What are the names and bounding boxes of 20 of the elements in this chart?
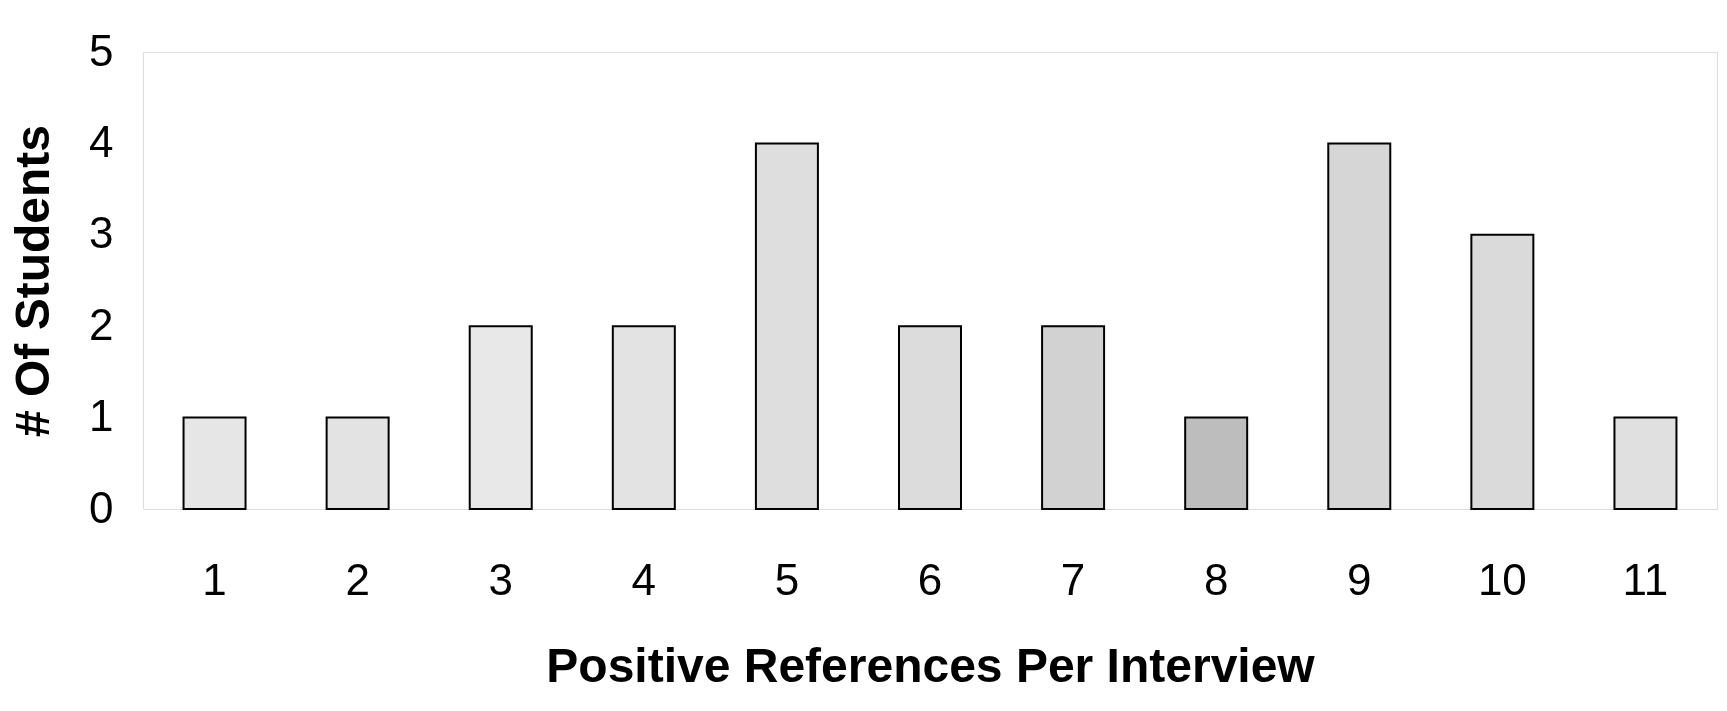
y-tick-label: 3: [89, 208, 114, 258]
x-tick-label: 8: [1203, 554, 1229, 604]
x-tick-label: 11: [1622, 554, 1669, 604]
x-tick-label: 7: [1060, 554, 1086, 604]
x-tick-label: 9: [1347, 554, 1372, 604]
y-tick-label: 2: [89, 299, 114, 349]
y-tick-label: 1: [89, 391, 114, 441]
x-tick-label: 2: [345, 554, 370, 604]
bar: [1184, 416, 1249, 510]
y-tick-label: 0: [89, 482, 114, 532]
x-tick-label: 3: [488, 554, 513, 604]
y-tick-label: 5: [89, 25, 114, 75]
x-tick-label: 10: [1477, 554, 1527, 604]
y-tick-label: 4: [89, 116, 114, 166]
x-axis-title: Positive References Per Interview: [546, 638, 1316, 692]
y-axis-title: # Of Students: [6, 124, 60, 438]
x-tick-label: 5: [774, 554, 800, 604]
x-tick-label: 4: [631, 554, 657, 604]
x-tick-label: 6: [917, 554, 943, 604]
x-tick-label: 1: [202, 554, 227, 604]
